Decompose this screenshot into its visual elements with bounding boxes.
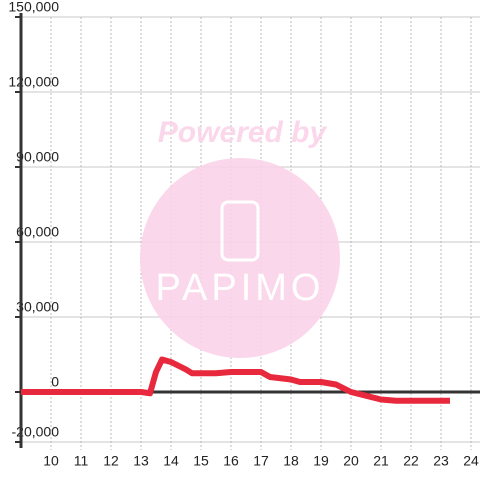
x-tick-label: 23 [433, 453, 449, 469]
x-tick-label: 18 [283, 453, 299, 469]
y-tick-label: 90,000 [16, 149, 59, 165]
x-tick-label: 19 [313, 453, 329, 469]
watermark-circle [140, 158, 340, 358]
y-tick-label: 150,000 [8, 0, 59, 15]
watermark: Powered by PAPIMO [140, 116, 340, 358]
data-line [21, 356, 450, 404]
x-tick-label: 16 [223, 453, 239, 469]
y-tick-label: 60,000 [16, 224, 59, 240]
x-tick-label: 12 [103, 453, 119, 469]
x-tick-label: 10 [43, 453, 59, 469]
x-tick-label: 17 [253, 453, 269, 469]
x-tick-label: 13 [133, 453, 149, 469]
y-tick-label: -20,000 [12, 424, 60, 440]
x-tick-label: 22 [403, 453, 419, 469]
x-tick-label: 24 [463, 453, 479, 469]
y-tick-label: 30,000 [16, 299, 59, 315]
watermark-text: Powered by [158, 116, 328, 149]
y-tick-label: 0 [51, 374, 59, 390]
x-tick-label: 20 [343, 453, 359, 469]
x-tick-label: 21 [373, 453, 389, 469]
x-tick-label: 15 [193, 453, 209, 469]
x-tick-label: 11 [74, 453, 89, 469]
watermark-icon [220, 200, 260, 262]
watermark-text: PAPIMO [156, 267, 325, 309]
y-tick-label: 120,000 [8, 74, 59, 90]
x-tick-label: 14 [163, 453, 179, 469]
